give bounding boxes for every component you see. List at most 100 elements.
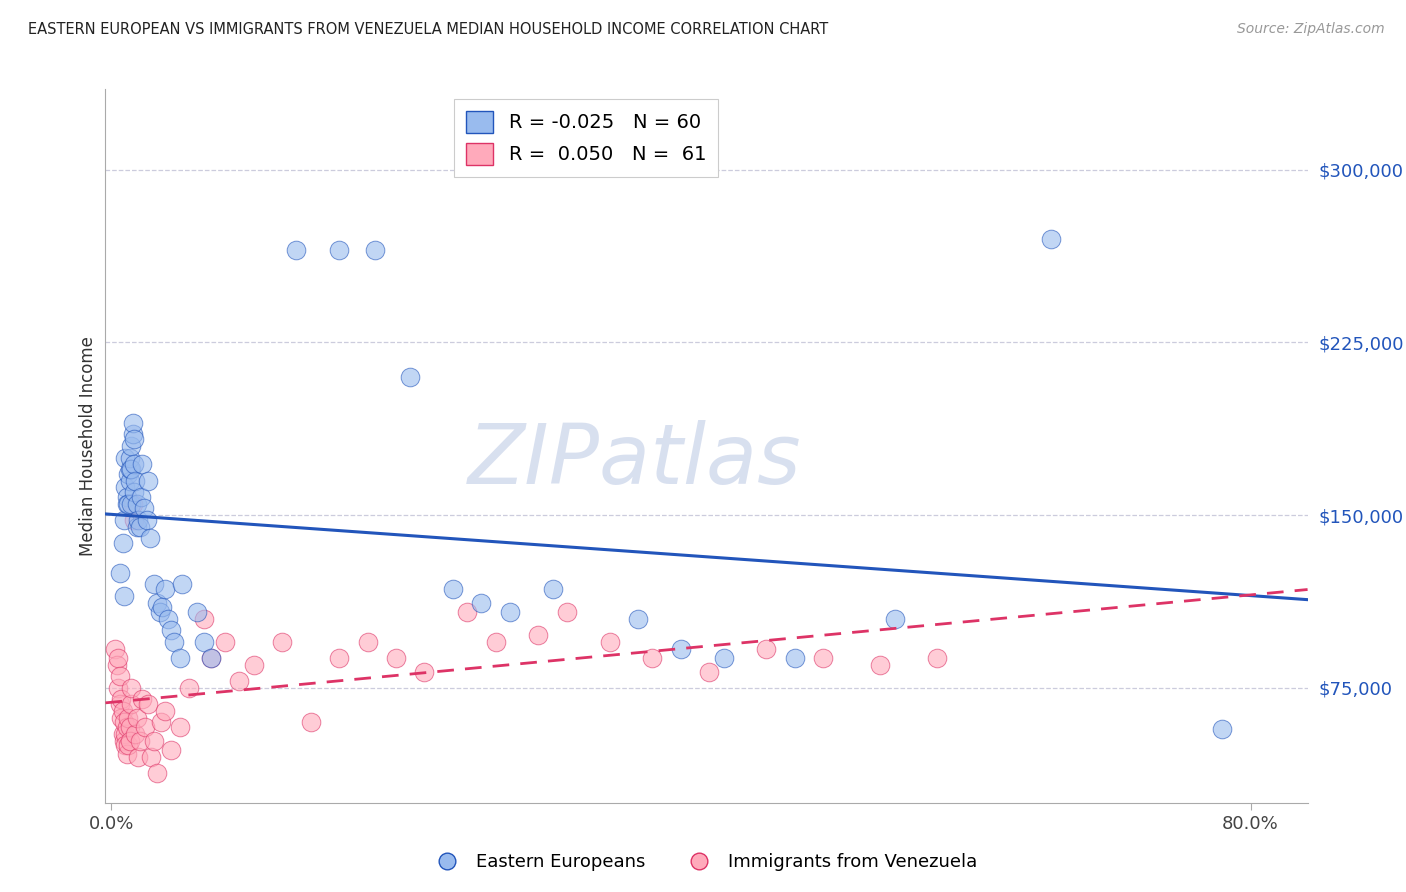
Point [122,432,145,446]
Point [129,490,152,504]
Point [150,715,173,730]
Point [135,513,157,527]
Text: Source: ZipAtlas.com: Source: ZipAtlas.com [1237,22,1385,37]
Point [499,605,522,619]
Point [114,480,136,494]
Point [134,720,156,734]
Point [110,692,132,706]
Point [124,474,146,488]
Point [139,749,162,764]
Point [160,743,183,757]
Point [111,704,134,718]
Point [1040,232,1063,246]
Point [627,612,650,626]
Point [108,697,131,711]
Point [127,513,149,527]
Point [125,519,148,533]
Point [152,600,174,615]
Legend: R = -0.025   N = 60, R =  0.050   N =  61: R = -0.025 N = 60, R = 0.050 N = 61 [454,99,718,177]
Point [242,657,264,672]
Point [136,474,159,488]
Point [456,605,478,619]
Point [783,650,806,665]
Point [186,605,208,619]
Point [107,681,129,695]
Point [1211,722,1233,736]
Point [115,497,138,511]
Point [485,634,508,648]
Point [755,641,778,656]
Point [127,749,149,764]
Point [112,733,135,747]
Point [112,589,135,603]
Point [122,458,145,472]
Point [148,605,170,619]
Point [107,650,129,665]
Point [121,427,143,442]
Point [117,738,139,752]
Point [111,727,134,741]
Point [641,650,664,665]
Point [114,727,136,741]
Point [883,612,905,626]
Point [128,519,150,533]
Point [599,634,621,648]
Point [169,720,191,734]
Point [155,704,177,718]
Point [115,747,138,762]
Point [118,733,141,747]
Point [117,497,139,511]
Y-axis label: Median Household Income: Median Household Income [79,336,97,556]
Point [157,612,180,626]
Point [200,650,222,665]
Point [441,582,464,596]
Point [541,582,564,596]
Point [118,462,141,476]
Point [114,450,136,465]
Point [125,711,148,725]
Point [110,711,132,725]
Point [111,535,134,549]
Point [118,450,141,465]
Point [120,681,142,695]
Point [356,634,378,648]
Point [122,513,145,527]
Point [299,715,322,730]
Point [200,650,222,665]
Point [118,720,141,734]
Point [112,513,135,527]
Point [112,715,135,730]
Point [385,650,408,665]
Point [131,692,153,706]
Point [228,673,250,688]
Point [115,490,138,504]
Point [120,439,142,453]
Point [214,634,236,648]
Point [121,416,143,430]
Point [527,628,550,642]
Point [869,657,891,672]
Text: ZIPatlas: ZIPatlas [468,420,801,500]
Point [169,650,191,665]
Point [142,733,165,747]
Point [145,765,167,780]
Point [163,634,186,648]
Legend: Eastern Europeans, Immigrants from Venezuela: Eastern Europeans, Immigrants from Venez… [422,847,984,879]
Point [120,497,142,511]
Point [160,623,183,637]
Point [285,244,308,258]
Point [138,531,160,545]
Point [120,697,142,711]
Point [699,665,721,679]
Point [193,634,215,648]
Point [108,566,131,580]
Point [555,605,578,619]
Point [927,650,949,665]
Point [363,244,385,258]
Point [136,697,159,711]
Point [413,665,436,679]
Point [117,711,139,725]
Point [117,467,139,481]
Point [120,462,142,476]
Point [104,641,127,656]
